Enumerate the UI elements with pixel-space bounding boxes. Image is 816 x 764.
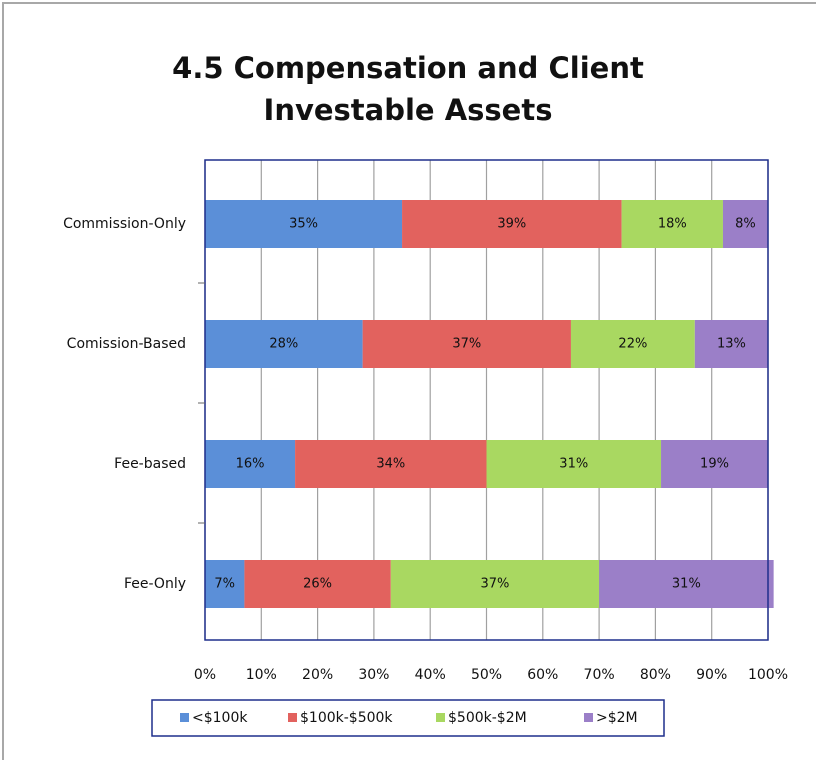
bar [694,320,768,368]
legend-swatch [180,713,189,722]
data-label: 31% [559,457,588,472]
legend-swatch [436,713,445,722]
bar [244,560,391,608]
bar [621,200,723,248]
x-tick-label: 50% [471,667,502,683]
bar [205,440,296,488]
legend-label: >$2M [596,710,638,726]
bar [390,560,600,608]
x-tick-label: 70% [584,667,615,683]
bar [570,320,695,368]
y-tick-label: Fee-Only [124,576,186,592]
legend: <$100k $100k-$500k $500k-$2M >$2M [180,710,638,726]
data-label: 13% [717,337,746,352]
x-tick-label: 90% [696,667,727,683]
x-tick-label: 20% [302,667,333,683]
data-label: 37% [452,337,481,352]
bar [402,200,622,248]
data-label: 39% [497,217,526,232]
x-tick-label: 80% [640,667,671,683]
bar [362,320,571,368]
legend-swatch [584,713,593,722]
x-tick-label: 30% [358,667,389,683]
data-label: 37% [480,577,509,592]
data-label: 28% [269,337,298,352]
bar [599,560,774,608]
data-label: 34% [376,457,405,472]
x-tick-label: 60% [527,667,558,683]
legend-label: <$100k [192,710,248,726]
data-label: 31% [672,577,701,592]
data-label: 18% [658,217,687,232]
bar [295,440,487,488]
legend-box [151,699,665,737]
legend-label: $100k-$500k [300,710,393,726]
data-label: 35% [289,217,318,232]
bar [205,560,245,608]
y-tick-label: Comission-Based [67,336,186,352]
data-label: 19% [700,457,729,472]
data-label: 7% [214,577,235,592]
bar [722,200,768,248]
chart-title: 4.5 Compensation and Client Investable As… [172,51,644,127]
x-tick-label: 0% [194,667,216,683]
x-tick-label: 10% [246,667,277,683]
data-label: 22% [618,337,647,352]
plot-border [204,159,769,641]
data-label: 16% [236,457,265,472]
data-label: 8% [735,217,756,232]
legend-label: $500k-$2M [448,710,527,726]
legend-swatch [288,713,297,722]
x-tick-label: 100% [748,667,788,683]
y-tick-label: Fee-based [114,456,186,472]
bar [205,320,363,368]
data-label: 26% [303,577,332,592]
bar [661,440,768,488]
bars: 35% 39% 18% 8% 28% 37% 22% 13% 16% 34% 31% 19% 7% 26%… [205,200,774,608]
bar [486,440,662,488]
y-tick-label: Commission-Only [63,216,186,232]
x-tick-label: 40% [415,667,446,683]
bar [205,200,403,248]
